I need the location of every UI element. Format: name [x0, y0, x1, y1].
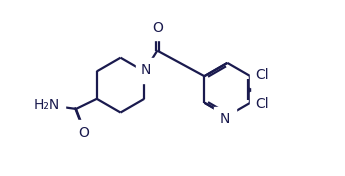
Text: Cl: Cl — [256, 68, 269, 82]
Text: Cl: Cl — [256, 97, 269, 111]
Text: N: N — [220, 112, 230, 127]
Text: N: N — [141, 63, 151, 77]
Text: H₂N: H₂N — [33, 98, 60, 112]
Text: O: O — [152, 21, 163, 34]
Text: O: O — [78, 126, 89, 140]
